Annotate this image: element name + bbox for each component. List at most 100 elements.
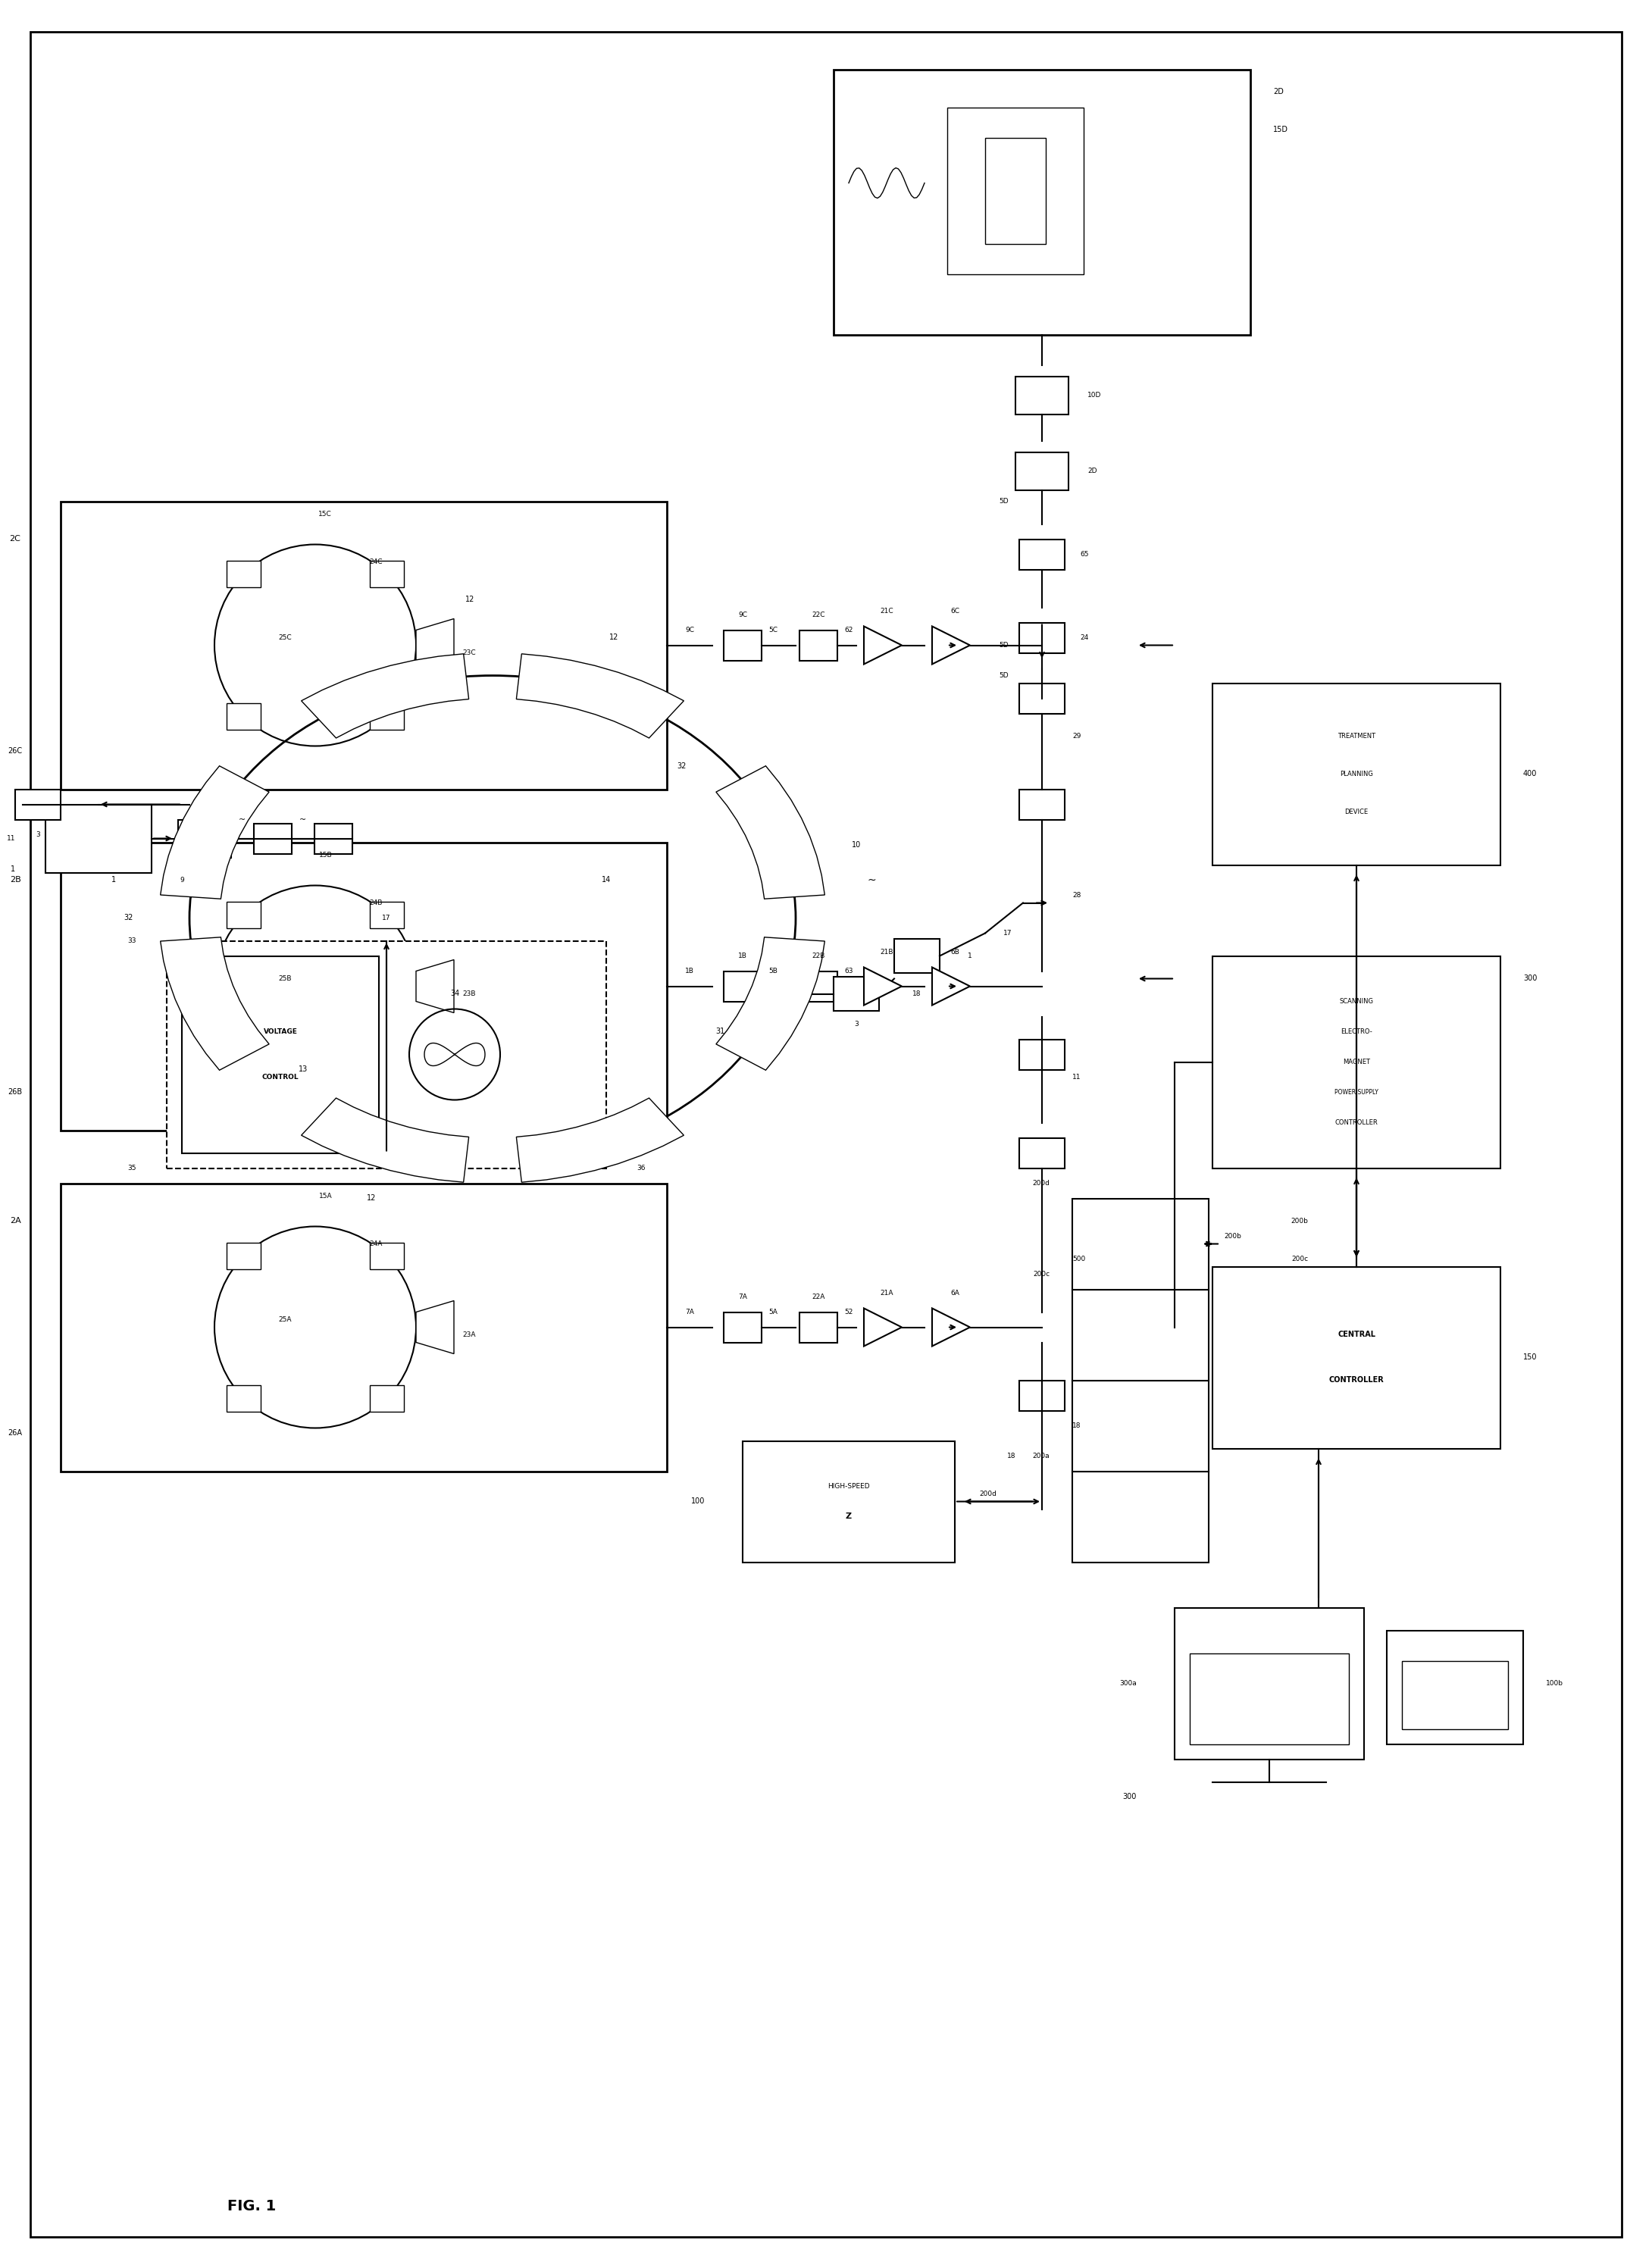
Polygon shape — [932, 1309, 970, 1347]
Bar — [1072, 1381, 1209, 1472]
Text: TREATMENT: TREATMENT — [1338, 733, 1376, 739]
Text: 18: 18 — [1072, 1422, 1080, 1429]
Text: 300: 300 — [1523, 975, 1536, 982]
Polygon shape — [301, 1098, 469, 1182]
Text: 2C: 2C — [10, 535, 21, 542]
Text: 15D: 15D — [1274, 127, 1289, 134]
Bar — [1019, 789, 1064, 819]
Text: 36: 36 — [636, 1166, 646, 1173]
Text: 33: 33 — [127, 937, 137, 943]
Text: 52: 52 — [844, 1309, 852, 1315]
Text: 5C: 5C — [768, 626, 778, 633]
Text: 25A: 25A — [279, 1315, 292, 1322]
Text: 12: 12 — [367, 1195, 377, 1202]
Bar — [1403, 1660, 1508, 1728]
Text: 26A: 26A — [8, 1429, 23, 1438]
Text: 1: 1 — [111, 875, 116, 885]
Text: 200b: 200b — [1224, 1234, 1241, 1241]
Polygon shape — [517, 1098, 684, 1182]
Text: CENTRAL: CENTRAL — [1338, 1331, 1376, 1338]
Text: ~: ~ — [299, 816, 307, 823]
Text: ~: ~ — [240, 816, 246, 823]
Text: PLANNING: PLANNING — [1340, 771, 1373, 778]
Text: 12: 12 — [610, 633, 618, 642]
Bar — [800, 971, 838, 1002]
Text: 10: 10 — [852, 841, 861, 848]
Text: 24C: 24C — [368, 558, 382, 565]
Text: 6C: 6C — [950, 608, 960, 615]
Bar — [15, 789, 61, 819]
Text: 200b: 200b — [1290, 1218, 1308, 1225]
Bar — [226, 560, 261, 587]
Bar — [743, 1440, 955, 1563]
Text: 5B: 5B — [768, 968, 778, 975]
Text: 200d: 200d — [980, 1490, 996, 1497]
Bar — [800, 1313, 838, 1343]
Polygon shape — [932, 966, 970, 1005]
Bar — [314, 823, 352, 853]
Bar — [1213, 683, 1500, 864]
Bar — [800, 631, 838, 660]
Text: 11: 11 — [1072, 1073, 1080, 1080]
Text: 9C: 9C — [686, 626, 694, 633]
Bar — [1189, 1653, 1350, 1744]
Text: 7A: 7A — [738, 1293, 747, 1300]
Bar — [226, 703, 261, 730]
Bar — [1016, 376, 1069, 415]
Text: 6A: 6A — [950, 1290, 960, 1297]
Text: HIGH-SPEED: HIGH-SPEED — [828, 1483, 871, 1490]
Text: 22C: 22C — [811, 612, 824, 619]
Text: 65: 65 — [1080, 551, 1089, 558]
Text: 21C: 21C — [881, 608, 894, 615]
Text: 26B: 26B — [8, 1089, 23, 1095]
Bar — [1072, 1198, 1209, 1288]
Text: CONTROL: CONTROL — [263, 1073, 299, 1080]
Text: 200c: 200c — [1292, 1256, 1308, 1263]
Bar — [370, 1243, 403, 1270]
Bar — [226, 903, 261, 928]
Text: 25B: 25B — [279, 975, 292, 982]
Text: 1B: 1B — [738, 953, 747, 959]
Text: 34: 34 — [449, 991, 459, 998]
Text: 3: 3 — [854, 1021, 859, 1027]
Text: 500: 500 — [1072, 1256, 1085, 1263]
Polygon shape — [301, 653, 469, 737]
Polygon shape — [932, 626, 970, 665]
Text: 23C: 23C — [463, 649, 476, 655]
Bar — [61, 841, 667, 1129]
Text: 100b: 100b — [1546, 1681, 1563, 1687]
Text: 5D: 5D — [999, 642, 1009, 649]
Text: 1: 1 — [10, 864, 15, 873]
Bar — [834, 70, 1251, 336]
Text: CONTROLLER: CONTROLLER — [1335, 1118, 1378, 1125]
Text: 32: 32 — [124, 914, 134, 921]
Text: 9: 9 — [180, 878, 183, 885]
Polygon shape — [864, 1309, 902, 1347]
Text: 1: 1 — [968, 953, 971, 959]
Text: 10D: 10D — [1087, 392, 1102, 399]
Text: CONTROLLER: CONTROLLER — [1328, 1377, 1384, 1383]
Text: 15C: 15C — [319, 510, 332, 517]
Bar — [724, 971, 762, 1002]
Polygon shape — [416, 1302, 454, 1354]
Bar — [947, 107, 1084, 274]
Text: DEVICE: DEVICE — [1345, 807, 1368, 816]
Text: 9C: 9C — [738, 612, 747, 619]
Text: MAGNET: MAGNET — [1343, 1059, 1370, 1066]
Text: 5D: 5D — [999, 671, 1009, 678]
Bar — [370, 1386, 403, 1411]
Bar — [61, 1184, 667, 1472]
Text: 400: 400 — [1523, 771, 1536, 778]
Bar — [1019, 1381, 1064, 1411]
Bar — [1016, 451, 1069, 490]
Polygon shape — [416, 959, 454, 1014]
Text: 7A: 7A — [686, 1309, 694, 1315]
Text: 300a: 300a — [1120, 1681, 1137, 1687]
Bar — [254, 823, 292, 853]
Polygon shape — [160, 767, 269, 898]
Text: 24B: 24B — [368, 900, 382, 907]
Text: 24: 24 — [1080, 635, 1089, 642]
Bar — [61, 501, 667, 789]
Bar — [1019, 683, 1064, 714]
Text: 2B: 2B — [10, 875, 21, 885]
